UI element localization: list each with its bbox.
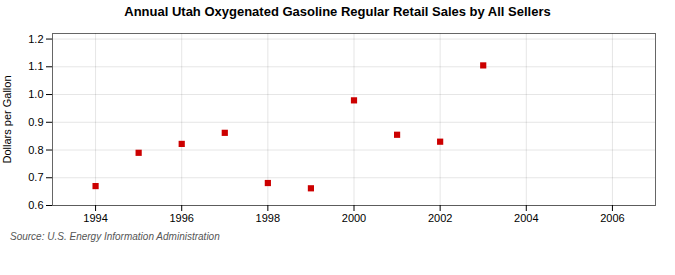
html-text:Annual Utah Oxygenated Gasolin: Annual Utah Oxygenated Gasoline Regular … — [124, 4, 551, 19]
svg-text:2000: 2000 — [342, 212, 366, 224]
svg-text:0.7: 0.7 — [28, 171, 43, 183]
svg-text:1998: 1998 — [256, 212, 280, 224]
svg-text:1.0: 1.0 — [28, 88, 43, 100]
svg-text:1994: 1994 — [83, 212, 107, 224]
html-text:Source: U.S. Energy Informatio: Source: U.S. Energy Information Administ… — [10, 231, 220, 242]
svg-text:0.9: 0.9 — [28, 116, 43, 128]
svg-text:1.2: 1.2 — [28, 33, 43, 45]
svg-text:0.6: 0.6 — [28, 199, 43, 211]
svg-text:2004: 2004 — [514, 212, 538, 224]
svg-text:2006: 2006 — [600, 212, 624, 224]
svg-text:1996: 1996 — [169, 212, 193, 224]
svg-text:Dollars per Gallon: Dollars per Gallon — [1, 75, 13, 163]
svg-text:1.1: 1.1 — [28, 60, 43, 72]
svg-text:2002: 2002 — [428, 212, 452, 224]
svg-text:0.8: 0.8 — [28, 144, 43, 156]
